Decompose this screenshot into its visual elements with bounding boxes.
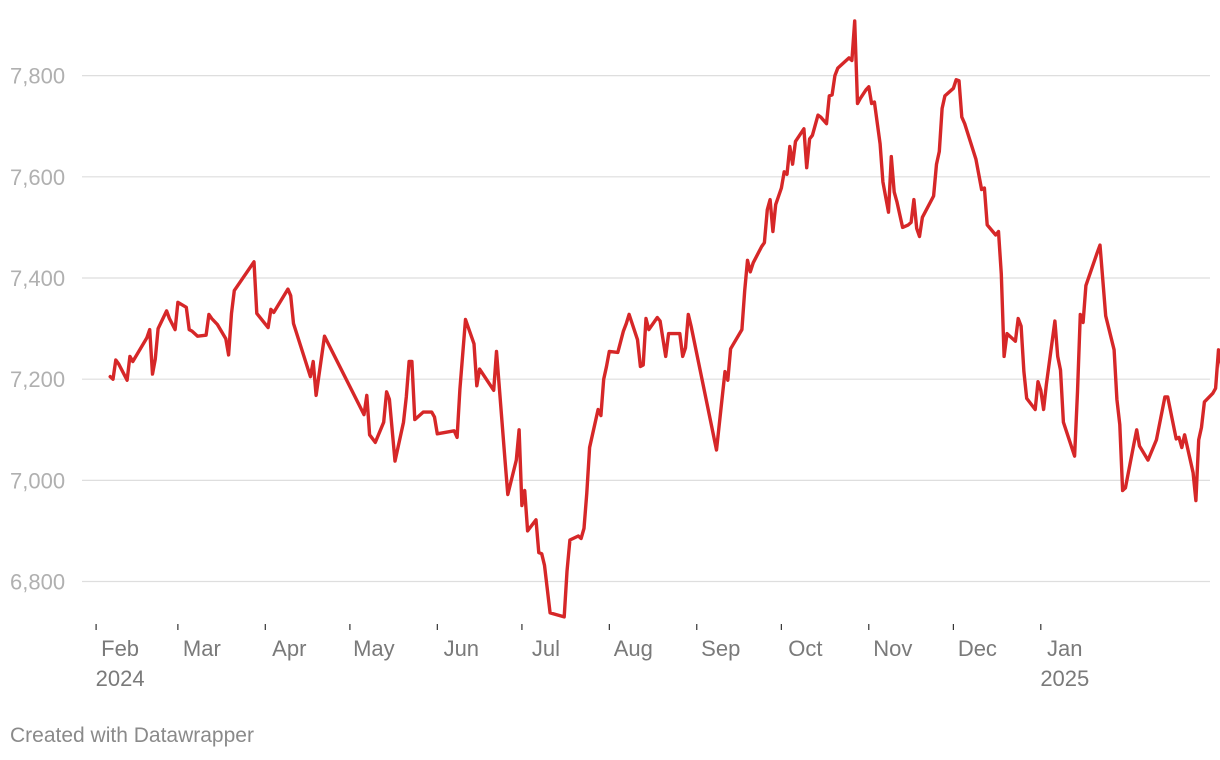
- x-axis-ticks: Feb 2024 Mar Apr May Jun Jul Aug Sep Oct Nov Dec Jan…: [95, 624, 1089, 691]
- x-tick-label: Oct: [788, 636, 822, 661]
- x-tick-label: Sep: [701, 636, 740, 661]
- x-tick-label: Mar: [183, 636, 221, 661]
- x-tick-label: Dec: [958, 636, 997, 661]
- gridlines: [82, 75, 1210, 583]
- x-tick-label: Feb: [101, 636, 139, 661]
- y-axis-ticks: 6,800 7,000 7,200 7,400 7,600 7,800: [10, 64, 65, 595]
- y-tick-label: 7,400: [10, 266, 65, 291]
- x-tick-label: Jan: [1047, 636, 1082, 661]
- datawrapper-credit[interactable]: Created with Datawrapper: [10, 724, 254, 747]
- x-tick-label: Jul: [532, 636, 560, 661]
- x-tick-label: Nov: [873, 636, 912, 661]
- y-tick-label: 7,000: [10, 468, 65, 493]
- x-tick-year-label: 2025: [1040, 666, 1089, 691]
- x-tick-label: Apr: [272, 636, 306, 661]
- series-lines: [108, 19, 1220, 619]
- line-chart: 6,800 7,000 7,200 7,400 7,600 7,800 Feb 2024 Ma…: [10, 19, 1220, 691]
- series-line: [108, 19, 1220, 619]
- y-tick-label: 7,600: [10, 165, 65, 190]
- y-tick-label: 7,800: [10, 64, 65, 89]
- x-tick-label: Jun: [444, 636, 479, 661]
- x-tick-label: May: [353, 636, 395, 661]
- y-tick-label: 7,200: [10, 367, 65, 392]
- y-tick-label: 6,800: [10, 570, 65, 595]
- x-tick-label: Aug: [614, 636, 653, 661]
- x-tick-year-label: 2024: [96, 666, 145, 691]
